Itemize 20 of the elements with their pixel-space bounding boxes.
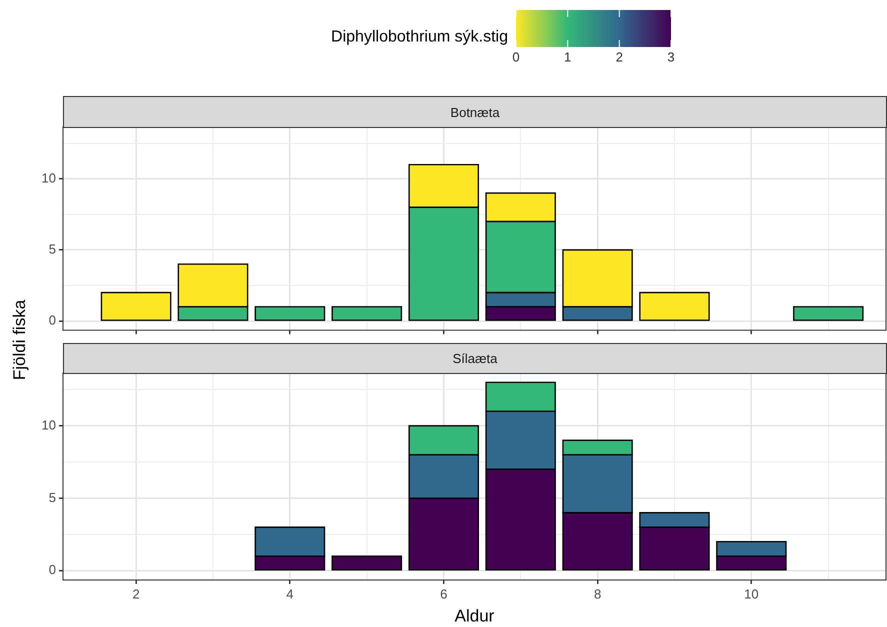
y-tick-label: 10	[42, 417, 56, 432]
color-bar-label: 0	[512, 50, 520, 65]
color-bar-label: 1	[564, 50, 572, 65]
x-tick-label: 4	[286, 586, 294, 602]
x-axis-title: Aldur	[454, 606, 495, 626]
y-tick-label: 0	[48, 312, 56, 328]
color-bar-title: Diphyllobothrium sýk.stig	[331, 28, 508, 46]
y-tick-label: 5	[48, 490, 56, 505]
y-tick-label: 0	[48, 562, 56, 578]
x-tick-label: 6	[440, 586, 448, 602]
y-tick-label: 10	[42, 170, 56, 186]
y-tick-label: 5	[48, 241, 56, 256]
y-axis-title: Fjöldi fiska	[10, 300, 30, 380]
x-tick-label: 2	[132, 586, 140, 602]
x-tick-label: 10	[744, 586, 759, 602]
x-tick-label: 8	[594, 586, 602, 602]
color-bar-label: 2	[616, 50, 623, 65]
color-bar-label: 3	[667, 50, 675, 65]
facet-strip: Botnæta	[63, 96, 887, 128]
facet-strip: Sílaæta	[63, 343, 887, 374]
